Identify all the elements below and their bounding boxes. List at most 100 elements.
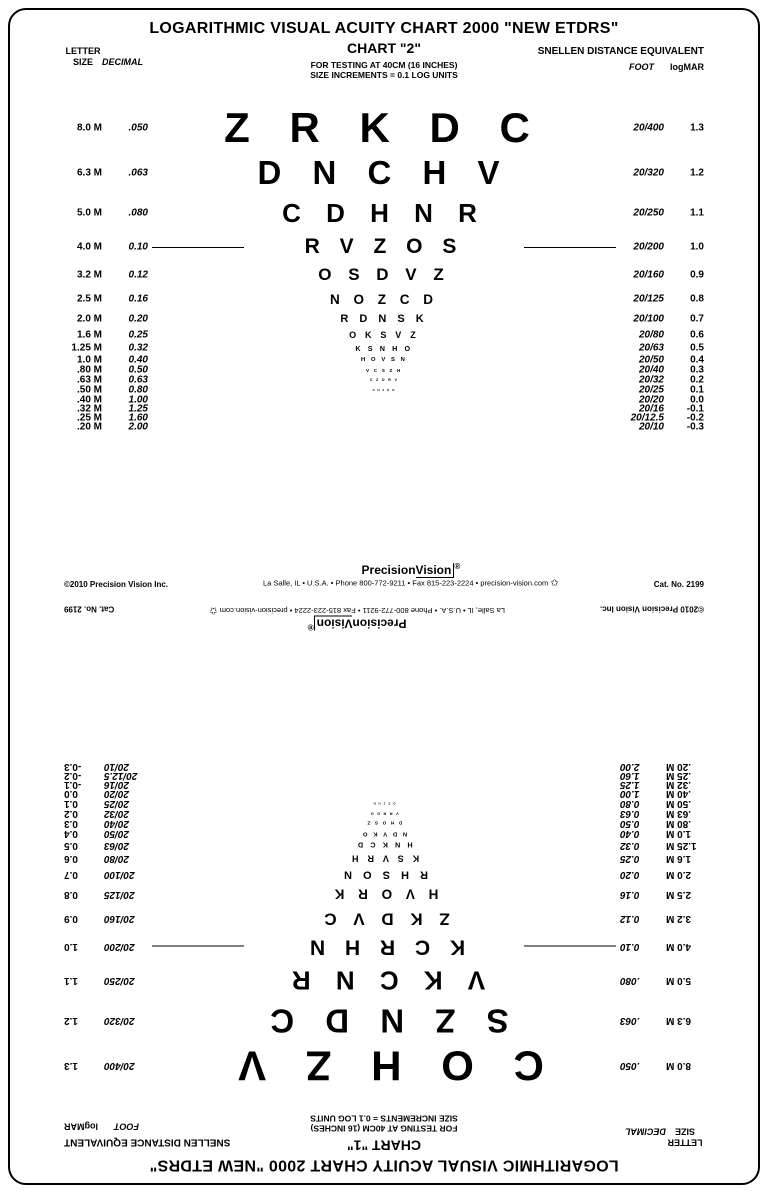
row-letters: S Z N D C (259, 1001, 508, 1039)
row-left-cols: .20 M2.00 (64, 421, 148, 432)
row-left-cols: 8.0 M.050 (64, 123, 148, 134)
footer: ©2010 Precision Vision Inc.PrecisionVisi… (10, 562, 758, 589)
row-right-cols: 20/800.6 (64, 853, 150, 864)
col-logmar: 0.6 (64, 853, 98, 864)
acuity-row: .80 M0.50V C S Z H20/400.3 (10, 365, 758, 375)
col-snellen: 20/50 (104, 828, 150, 839)
hdr-foot: FOOT (114, 1121, 158, 1131)
row-left-cols: 2.5 M0.16 (64, 294, 148, 305)
row-letters: H O V S N (361, 357, 407, 363)
row-right-cols: 20/4001.3 (64, 1060, 150, 1071)
col-logmar: 1.2 (64, 1015, 98, 1026)
row-left-cols: 2.0 M0.20 (620, 869, 704, 880)
rows: 8.0 M.050C O H Z V20/4001.36.3 M.063S Z … (10, 762, 758, 1089)
row-letters: H V O R K (330, 887, 439, 902)
col-snellen: 20/80 (618, 330, 664, 341)
row-right-cols: 20/2501.1 (64, 975, 150, 986)
acuity-row: .50 M0.80O C Z H K20/250.1 (10, 798, 758, 808)
row-letters: O K S V Z (349, 330, 419, 340)
acuity-row: 1.25 M0.32H N K C D20/630.5 (10, 839, 758, 851)
row-letters: O C Z H K (373, 801, 396, 805)
hdr-logmar: logMAR (64, 1121, 108, 1131)
col-decimal: .080 (108, 208, 148, 219)
col-snellen: 20/125 (104, 889, 150, 900)
guide-line-right (524, 247, 616, 248)
hdr-size: SIZE (666, 1125, 704, 1136)
col-size: 4.0 M (64, 242, 102, 253)
col-size: 5.0 M (64, 208, 102, 219)
acuity-row: 1.0 M0.40N D V K O20/500.4 (10, 828, 758, 839)
col-decimal: .063 (620, 1015, 660, 1026)
col-logmar: 0.4 (64, 828, 98, 839)
col-snellen: 20/50 (618, 354, 664, 365)
col-logmar: 0.8 (670, 294, 704, 305)
acuity-row: 2.5 M0.16N O Z C D20/1250.8 (10, 288, 758, 310)
col-snellen: 20/160 (104, 913, 150, 924)
col-decimal: 0.10 (108, 242, 148, 253)
col-decimal: 0.40 (620, 828, 660, 839)
col-decimal: 0.12 (108, 270, 148, 281)
row-letters: K S N H O (355, 344, 412, 353)
col-size: 1.0 M (666, 828, 704, 839)
brand-addr: La Salle, IL • U.S.A. • Phone 800-772-92… (209, 605, 505, 616)
card: LOGARITHMIC VISUAL ACUITY CHART 2000 "NE… (8, 8, 760, 1185)
row-right-cols: 20/10-0.3 (618, 421, 704, 432)
row-left-cols: 3.2 M0.12 (620, 913, 704, 924)
col-decimal: 0.12 (620, 913, 660, 924)
col-size: 8.0 M (666, 1060, 704, 1071)
row-right-cols: 20/320.2 (64, 808, 150, 819)
col-decimal: 0.16 (620, 889, 660, 900)
col-decimal: 2.00 (108, 421, 148, 432)
row-right-cols: 20/2001.0 (64, 941, 150, 952)
col-logmar: 0.3 (64, 818, 98, 829)
row-letters: C O H Z V (224, 1041, 544, 1089)
chart-bottom: LOGARITHMIC VISUAL ACUITY CHART 2000 "NE… (10, 597, 758, 1184)
col-logmar: -0.3 (670, 421, 704, 432)
col-logmar: 0.9 (64, 913, 98, 924)
row-right-cols: 20/50 0.4 (64, 828, 150, 839)
brand-reg: ® (454, 562, 460, 571)
row-left-cols: .20 M2.00 (620, 761, 704, 772)
row-left-cols: 1.25 M0.32 (620, 840, 704, 851)
star-icon: ✩ (209, 605, 217, 616)
col-size: 6.3 M (64, 168, 102, 179)
col-size: .63 M (666, 808, 704, 819)
col-decimal: .050 (620, 1060, 660, 1071)
col-size: 2.0 M (64, 314, 102, 325)
col-decimal: 0.16 (108, 294, 148, 305)
col-decimal: 0.25 (108, 330, 148, 341)
col-logmar: 1.0 (64, 941, 98, 952)
acuity-row: 6.3 M.063S Z N D C20/3201.2 (10, 999, 758, 1041)
col-size: 1.6 M (64, 330, 102, 341)
brand: PrecisionVision®La Salle, IL • U.S.A. • … (209, 605, 505, 632)
header-left: LETTERSIZEDECIMAL (622, 1125, 704, 1147)
acuity-row: 2.0 M0.20R D N S K20/1000.7 (10, 310, 758, 328)
acuity-row: 1.25 M0.32K S N H O20/630.5 (10, 342, 758, 354)
row-left-cols: 1.25 M0.32 (64, 343, 148, 354)
row-right-cols: 20/1000.7 (618, 314, 704, 325)
hdr-size: SIZE (64, 57, 102, 68)
col-size: 1.6 M (666, 853, 704, 864)
col-snellen: 20/32 (104, 808, 150, 819)
acuity-row: 1.6 M 0.25 O K S V Z 20/80 0.6 (10, 328, 758, 342)
acuity-row: 8.0 M.050Z R K D C20/4001.3 (10, 104, 758, 152)
col-snellen: 20/320 (618, 168, 664, 179)
col-logmar: 0.6 (670, 330, 704, 341)
row-right-cols: 20/10-0.3 (64, 761, 150, 772)
col-logmar: 0.5 (670, 343, 704, 354)
col-decimal: 0.20 (108, 314, 148, 325)
hdr-letter: LETTER (666, 1136, 704, 1147)
hdr-logmar: logMAR (660, 62, 704, 72)
col-decimal: 0.63 (620, 808, 660, 819)
row-letters: H N K C D (355, 841, 412, 850)
row-right-cols: 20/4001.3 (618, 123, 704, 134)
row-letters: K C R H N (303, 934, 465, 958)
acuity-row: 4.0 M0.10K C R H N20/2001.0 (10, 931, 758, 961)
acuity-row: 1.6 M0.25K S V R H20/800.6 (10, 851, 758, 865)
row-left-cols: 6.3 M.063 (64, 168, 148, 179)
row-left-cols: 1.6 M 0.25 (64, 330, 148, 341)
row-right-cols: 20/1600.9 (618, 270, 704, 281)
row-left-cols: .80 M0.50 (620, 818, 704, 829)
row-letters: K S V R H (349, 853, 419, 863)
hdr-letter: LETTER (64, 46, 102, 57)
